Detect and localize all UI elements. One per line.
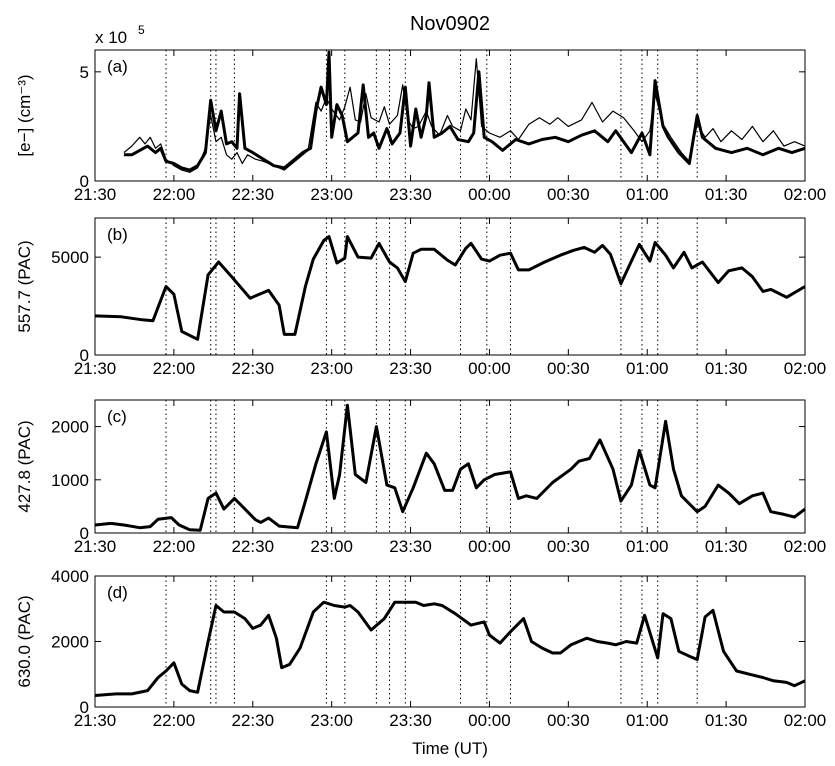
y-axis-label: 630.0 (PAC) <box>15 595 34 687</box>
y-tick-label: 0 <box>80 172 89 191</box>
plot-area <box>95 218 805 355</box>
x-tick-label: 01:30 <box>705 359 748 378</box>
x-tick-label: 01:30 <box>705 537 748 556</box>
y-tick-label: 0 <box>80 346 89 365</box>
chart-title: Nov0902 <box>410 13 490 35</box>
x-tick-label: 23:00 <box>310 537 353 556</box>
panel-label: (b) <box>107 225 128 244</box>
x-axis-label: Time (UT) <box>412 739 488 758</box>
x-tick-label: 00:30 <box>547 711 590 730</box>
x-tick-label: 22:30 <box>232 185 275 204</box>
x-tick-label: 01:30 <box>705 185 748 204</box>
x-tick-label: 22:30 <box>232 711 275 730</box>
plot-area <box>95 576 805 707</box>
axes-box <box>94 575 806 708</box>
y-scale-label: x 10 <box>95 28 127 47</box>
x-tick-label: 22:00 <box>153 537 196 556</box>
data-line <box>94 600 806 697</box>
y-tick-label: 0 <box>80 698 89 717</box>
x-tick-label: 02:00 <box>784 185 827 204</box>
data-line <box>123 50 806 172</box>
data-line <box>94 235 806 341</box>
y-scale-exponent: 5 <box>138 23 145 37</box>
x-tick-label: 23:00 <box>310 359 353 378</box>
y-tick-label: 5 <box>80 63 89 82</box>
x-tick-label: 23:00 <box>310 711 353 730</box>
x-tick-label: 01:00 <box>626 185 669 204</box>
x-tick-label: 00:30 <box>547 185 590 204</box>
axes-box <box>94 49 806 182</box>
x-tick-label: 02:00 <box>784 359 827 378</box>
x-tick-label: 01:00 <box>626 537 669 556</box>
x-tick-label: 00:00 <box>468 185 511 204</box>
x-tick-label: 23:30 <box>389 359 432 378</box>
axes-box <box>94 399 806 534</box>
y-tick-label: 0 <box>80 524 89 543</box>
x-tick-label: 01:30 <box>705 711 748 730</box>
x-tick-label: 22:30 <box>232 359 275 378</box>
x-tick-label: 01:00 <box>626 359 669 378</box>
x-tick-label: 01:00 <box>626 711 669 730</box>
panel-label: (a) <box>107 57 128 76</box>
y-tick-label: 1000 <box>51 471 89 490</box>
y-axis-label: [e−] (cm⁻³) <box>15 74 34 156</box>
data-line <box>94 403 806 532</box>
y-axis-label: 557.7 (PAC) <box>15 240 34 332</box>
y-tick-label: 5000 <box>51 248 89 267</box>
x-tick-label: 21:30 <box>74 185 117 204</box>
x-tick-label: 00:00 <box>468 537 511 556</box>
x-tick-label: 00:00 <box>468 711 511 730</box>
panel-label: (c) <box>107 407 127 426</box>
x-tick-label: 00:00 <box>468 359 511 378</box>
y-tick-label: 2000 <box>51 418 89 437</box>
axes-box <box>94 217 806 356</box>
x-tick-label: 23:30 <box>389 185 432 204</box>
x-tick-label: 00:30 <box>547 359 590 378</box>
x-tick-label: 22:00 <box>153 185 196 204</box>
panel-label: (d) <box>107 583 128 602</box>
x-tick-label: 21:30 <box>74 711 117 730</box>
data-line <box>123 58 806 173</box>
x-tick-label: 22:30 <box>232 537 275 556</box>
x-tick-label: 21:30 <box>74 537 117 556</box>
x-tick-label: 02:00 <box>784 711 827 730</box>
y-tick-label: 4000 <box>51 567 89 586</box>
x-tick-label: 02:00 <box>784 537 827 556</box>
x-tick-label: 22:00 <box>153 711 196 730</box>
y-tick-label: 2000 <box>51 633 89 652</box>
x-tick-label: 00:30 <box>547 537 590 556</box>
x-tick-label: 23:30 <box>389 537 432 556</box>
x-tick-label: 21:30 <box>74 359 117 378</box>
plot-area <box>95 400 805 533</box>
y-axis-label: 427.8 (PAC) <box>15 420 34 512</box>
x-tick-label: 23:00 <box>310 185 353 204</box>
x-tick-label: 22:00 <box>153 359 196 378</box>
x-tick-label: 23:30 <box>389 711 432 730</box>
